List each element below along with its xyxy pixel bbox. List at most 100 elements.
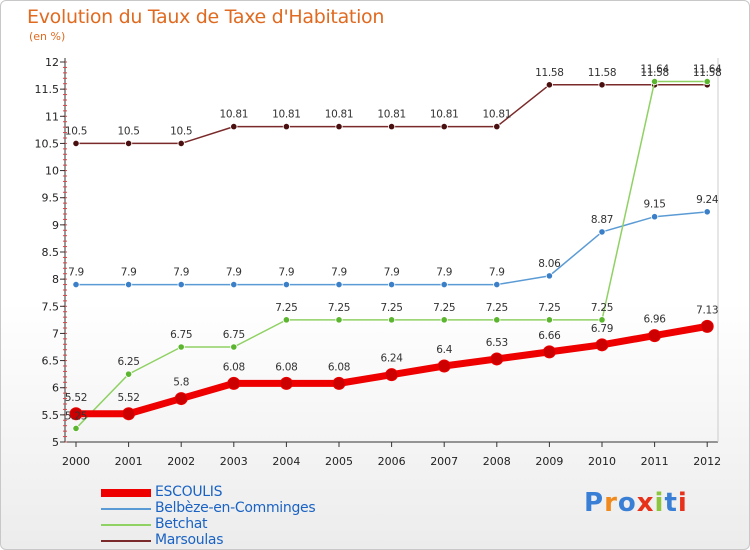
y-tick-label: 7 [52, 327, 59, 340]
data-point [493, 123, 501, 131]
legend-label: Belbèze-en-Comminges [155, 500, 316, 516]
data-point [440, 123, 448, 131]
data-label: 7.25 [381, 302, 403, 314]
data-point [174, 392, 188, 406]
data-point [703, 77, 711, 86]
data-point [648, 329, 662, 343]
data-point [440, 280, 448, 289]
data-point [387, 123, 396, 131]
data-label: 7.9 [173, 267, 189, 279]
data-point [125, 139, 133, 148]
data-label: 8.87 [591, 214, 613, 226]
x-tick-label: 2000 [62, 455, 90, 468]
logo-letter: i [654, 488, 665, 518]
data-point [279, 376, 293, 390]
data-label: 11.58 [535, 67, 564, 79]
x-tick-label: 2001 [115, 455, 143, 468]
data-label: 9.15 [644, 199, 666, 211]
y-tick-label: 6.5 [42, 355, 60, 368]
x-tick-label: 2009 [535, 455, 563, 468]
data-label: 10.81 [325, 109, 354, 121]
data-point [335, 280, 343, 289]
data-point [69, 407, 83, 421]
data-point [332, 376, 346, 390]
data-point [650, 77, 659, 86]
data-label: 5.52 [118, 392, 140, 404]
data-point [493, 280, 501, 289]
data-label: 6.66 [538, 330, 561, 342]
data-label: 7.9 [278, 267, 294, 279]
logo-letter: P [584, 488, 605, 518]
legend-swatch [101, 489, 151, 497]
legend-label: Betchat [155, 516, 208, 532]
data-point [227, 376, 241, 390]
data-label: 6.96 [644, 314, 667, 326]
data-point [650, 213, 659, 221]
y-tick-label: 6 [52, 382, 59, 395]
data-label: 6.79 [591, 323, 613, 335]
y-tick-label: 7.5 [42, 300, 60, 313]
data-point [703, 208, 711, 216]
data-label: 11.58 [588, 67, 617, 79]
x-tick-label: 2006 [378, 455, 406, 468]
data-label: 7.9 [384, 267, 400, 279]
data-label: 10.81 [483, 109, 512, 121]
data-point [72, 424, 80, 433]
y-tick-label: 5.5 [42, 409, 60, 422]
data-point [335, 123, 343, 131]
data-point [177, 139, 185, 148]
data-label: 7.25 [433, 302, 455, 314]
data-label: 7.25 [538, 302, 560, 314]
logo-letter: o [617, 488, 637, 518]
x-tick-label: 2005 [325, 455, 353, 468]
data-label: 10.81 [272, 109, 301, 121]
y-tick-label: 9.5 [42, 192, 60, 205]
data-label: 9.24 [696, 194, 719, 206]
data-label: 7.9 [226, 267, 242, 279]
data-label: 6.25 [118, 356, 140, 368]
data-label: 7.25 [591, 302, 613, 314]
data-label: 11.58 [640, 67, 669, 79]
logo-letter: r [604, 488, 618, 518]
data-point [700, 319, 714, 333]
data-label: 11.64 [640, 64, 669, 76]
data-label: 7.13 [696, 304, 718, 316]
data-point [598, 316, 606, 324]
legend-label: Marsoulas [155, 532, 224, 548]
x-tick-label: 2002 [167, 455, 195, 468]
logo-letter: i [677, 488, 688, 518]
logo-letter: t [664, 488, 678, 518]
x-tick-label: 2004 [272, 455, 300, 468]
data-label: 6.4 [436, 344, 452, 356]
data-label: 10.5 [170, 125, 192, 137]
y-tick-label: 12 [45, 56, 59, 69]
legend-swatch [101, 540, 151, 542]
data-point [545, 316, 554, 324]
data-point [542, 345, 556, 359]
x-tick-label: 2008 [483, 455, 511, 468]
logo-letter: x [636, 488, 655, 518]
y-tick-label: 11 [45, 110, 59, 123]
x-tick-label: 2007 [430, 455, 458, 468]
data-label: 7.9 [121, 267, 137, 279]
data-label: 7.9 [68, 267, 84, 279]
data-point [125, 370, 133, 378]
x-tick-label: 2012 [693, 455, 721, 468]
data-point [335, 316, 343, 324]
data-label: 7.25 [328, 302, 350, 314]
data-point [598, 228, 606, 236]
data-point [437, 359, 451, 373]
data-label: 7.25 [486, 302, 508, 314]
data-point [230, 343, 238, 351]
data-label: 10.81 [220, 109, 249, 121]
proxiti-logo: Proxiti [584, 488, 688, 518]
y-tick-label: 8 [52, 273, 59, 286]
legend-label: ESCOULIS [155, 484, 223, 500]
data-label: 6.08 [275, 361, 297, 373]
data-point [598, 81, 606, 89]
data-label: 11.58 [693, 67, 722, 79]
x-tick-label: 2010 [588, 455, 616, 468]
data-label: 6.75 [170, 329, 192, 341]
